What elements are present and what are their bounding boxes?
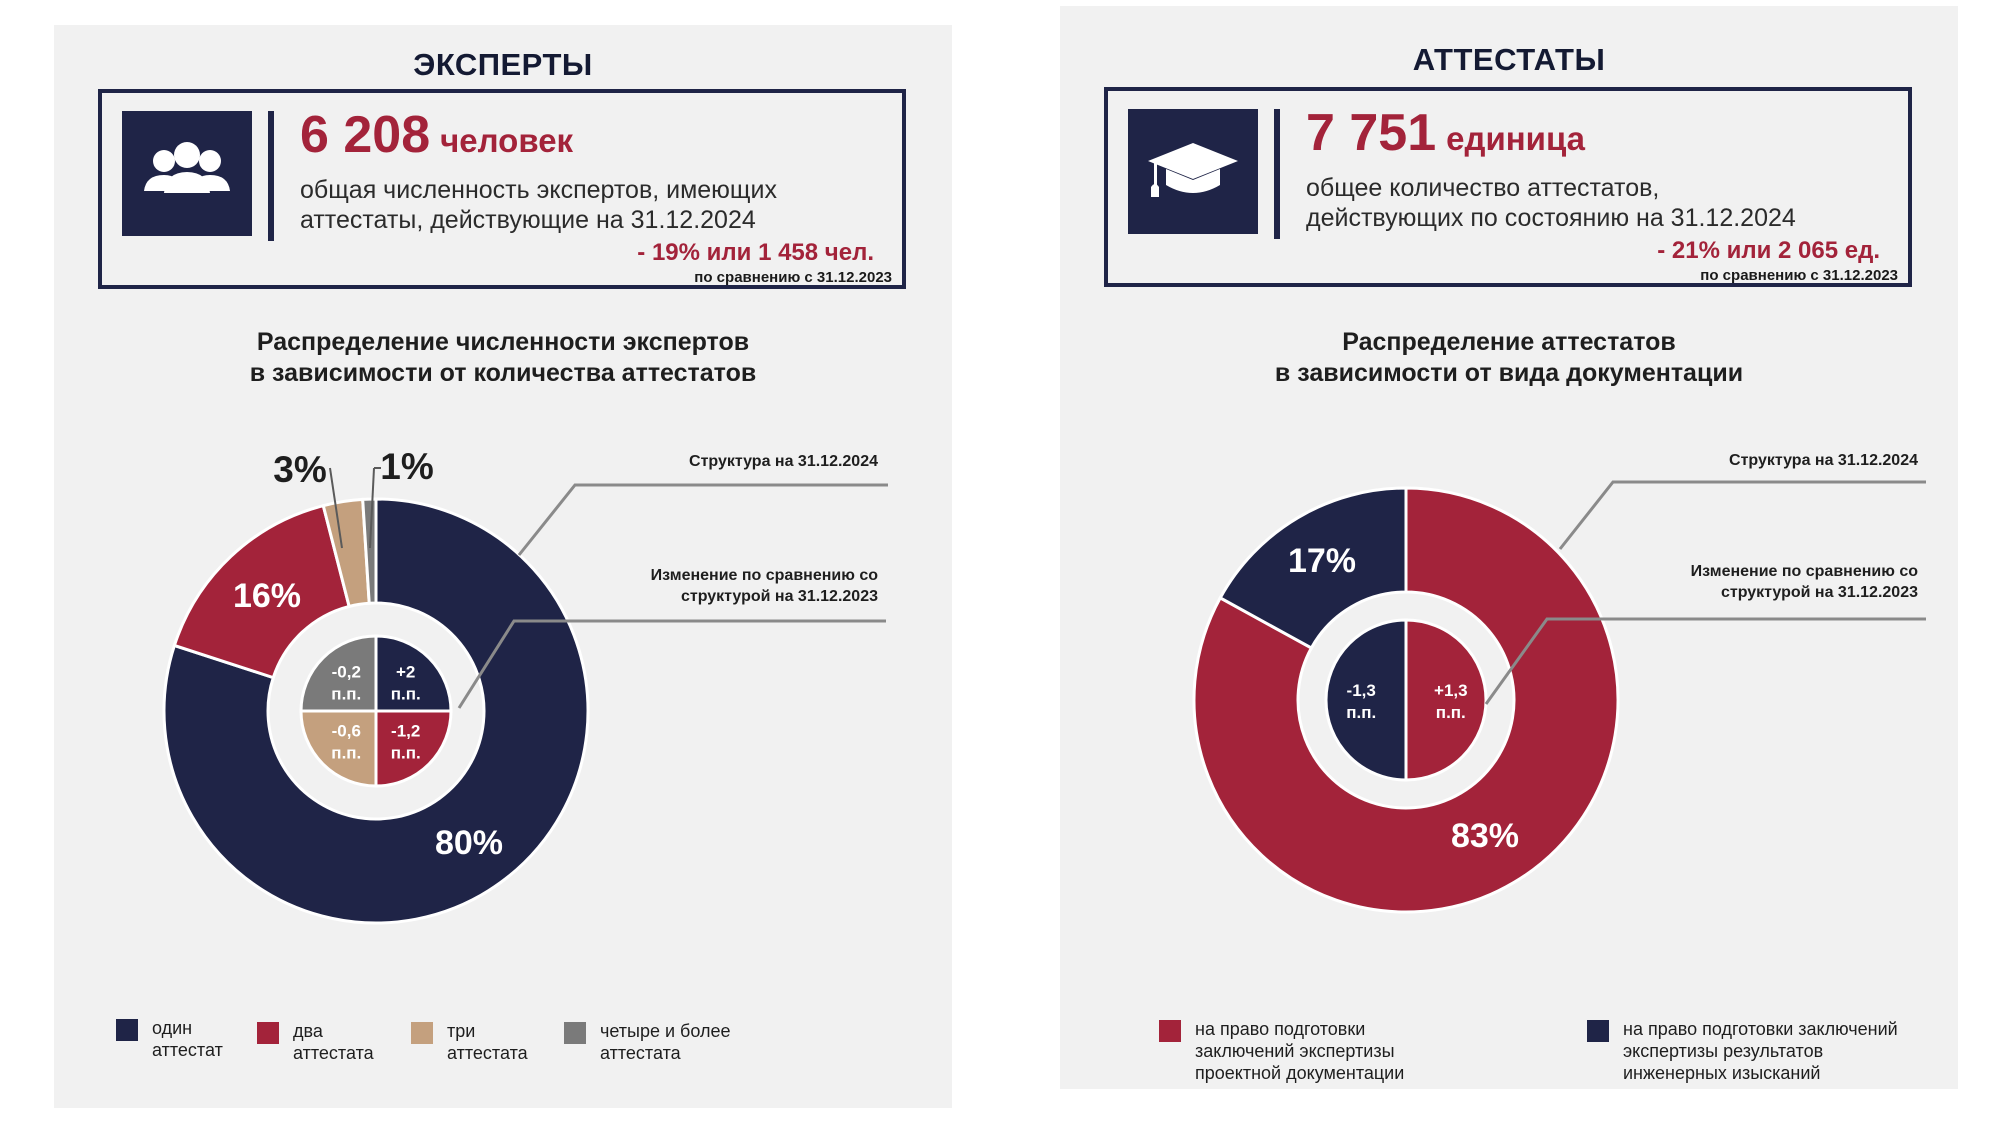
change-sector <box>1404 618 1488 782</box>
kpi-change: - 19% или 1 458 чел. <box>637 239 874 266</box>
label-leader-line <box>329 467 343 549</box>
annotation-line <box>457 619 886 709</box>
kpi-divider <box>1274 109 1280 239</box>
change-label: +2 <box>396 662 415 681</box>
kpi-unit: человек <box>440 122 574 159</box>
donut-slice <box>1218 486 1408 651</box>
label-leader-line <box>369 467 375 549</box>
people-group-icon <box>122 111 252 236</box>
slice-label: 83% <box>1451 817 1519 855</box>
certificates-kpi-card: 7 751 единица общее количество аттестатов… <box>1104 87 1912 287</box>
change-sector <box>374 709 453 788</box>
change-sector <box>299 634 378 713</box>
certificates-panel: АТТЕСТАТЫ 7 751 единица общее количество … <box>1060 6 1958 1089</box>
change-label: -0,6 <box>332 722 361 741</box>
donut-slice <box>1192 486 1620 914</box>
slice-label: 17% <box>1288 542 1356 580</box>
legend-label: два аттестата <box>293 1021 374 1063</box>
panel-title: ЭКСПЕРТЫ <box>413 47 593 82</box>
chart-title-line: в зависимости от количества аттестатов <box>249 359 757 387</box>
legend-swatch <box>564 1022 586 1044</box>
change-unit-label: п.п. <box>391 684 421 703</box>
annotation-text: Структура на 31.12.2024 <box>689 453 878 470</box>
donut-slice <box>162 497 590 925</box>
experts-panel: ЭКСПЕРТЫ 6 208 человек общая численность … <box>54 25 952 1108</box>
chart-title: Распределение численности экспертов в за… <box>54 327 952 389</box>
chart-title-line: Распределение аттестатов <box>1342 328 1676 356</box>
legend-swatch <box>1159 1020 1181 1042</box>
slice-label: 16% <box>233 577 301 615</box>
annotation-line <box>1558 480 1926 550</box>
kpi-number: 7 751 <box>1306 104 1437 162</box>
slice-label: 80% <box>435 824 503 862</box>
legend-swatch <box>1587 1020 1609 1042</box>
change-label: +1,3 <box>1434 681 1468 700</box>
legend-label: на право подготовки заключений экспертизы… <box>1623 1019 1898 1083</box>
kpi-description-line: аттестаты, действующие на 31.12.2024 <box>300 206 756 234</box>
experts-kpi-card: 6 208 человек общая численность экспертов… <box>98 89 906 289</box>
annotation-text: структурой на 31.12.2023 <box>1721 584 1918 601</box>
kpi-change: - 21% или 2 065 ед. <box>1657 237 1880 264</box>
annotation-text: Структура на 31.12.2024 <box>1729 452 1918 469</box>
slice-label: 1% <box>380 446 433 487</box>
legend-swatch <box>116 1019 138 1041</box>
change-label: -0,2 <box>332 662 361 681</box>
chart-title: Распределение аттестатов в зависимости о… <box>1060 327 1958 389</box>
kpi-description-line: общая численность экспертов, имеющих <box>300 176 777 204</box>
chart-title-line: в зависимости от вида документации <box>1274 359 1744 387</box>
legend-label: три аттестата <box>447 1021 528 1063</box>
change-sector <box>1324 618 1408 782</box>
kpi-divider <box>268 111 274 241</box>
legend-label: на право подготовки заключений экспертизы… <box>1195 1019 1405 1083</box>
donut-slice <box>172 503 351 680</box>
kpi-number: 6 208 <box>300 106 431 164</box>
experts-donut-chart: +2 п.п. -1,2 п.п. -0,6 п.п. -0,2 п.п. 80% 16% 3% 1%… <box>162 446 888 925</box>
kpi-headline: 6 208 человек <box>300 105 573 165</box>
certificates-donut-chart: +1,3 п.п. -1,3 п.п. 83% 17% Структура на 31.12… <box>1192 452 1926 914</box>
kpi-description: общая численность экспертов, имеющих атт… <box>300 175 777 235</box>
kpi-description-line: действующих по состоянию на 31.12.2024 <box>1306 204 1796 232</box>
change-unit-label: п.п. <box>391 744 421 763</box>
change-unit-label: п.п. <box>331 744 361 763</box>
annotation-text: Изменение по сравнению со <box>651 567 879 584</box>
legend-label: четыре и более аттестата <box>600 1021 731 1063</box>
slice-label: 3% <box>273 449 326 490</box>
legend-swatch <box>411 1022 433 1044</box>
change-sector <box>299 709 378 788</box>
kpi-note: по сравнению с 31.12.2023 <box>694 269 892 286</box>
panel-title: АТТЕСТАТЫ <box>1412 42 1606 77</box>
donut-slice <box>361 497 378 605</box>
change-label: -1,3 <box>1347 681 1376 700</box>
change-unit-label: п.п. <box>1346 703 1376 722</box>
annotation-line <box>517 483 888 556</box>
chart-title-line: Распределение численности экспертов <box>256 328 750 356</box>
change-unit-label: п.п. <box>1436 703 1466 722</box>
annotation-text: Изменение по сравнению со <box>1691 563 1919 580</box>
kpi-note: по сравнению с 31.12.2023 <box>1700 267 1898 284</box>
kpi-unit: единица <box>1446 120 1585 157</box>
annotation-text: структурой на 31.12.2023 <box>681 588 878 605</box>
kpi-headline: 7 751 единица <box>1306 103 1585 163</box>
legend-swatch <box>257 1022 279 1044</box>
change-sector <box>374 634 453 713</box>
annotation-line <box>1484 617 1926 705</box>
change-unit-label: п.п. <box>331 684 361 703</box>
change-label: -1,2 <box>391 722 420 741</box>
kpi-description-line: общее количество аттестатов, <box>1306 174 1660 202</box>
legend-label: один аттестат <box>152 1018 223 1060</box>
kpi-description: общее количество аттестатов, действующих… <box>1306 173 1796 233</box>
graduation-cap-icon <box>1128 109 1258 234</box>
